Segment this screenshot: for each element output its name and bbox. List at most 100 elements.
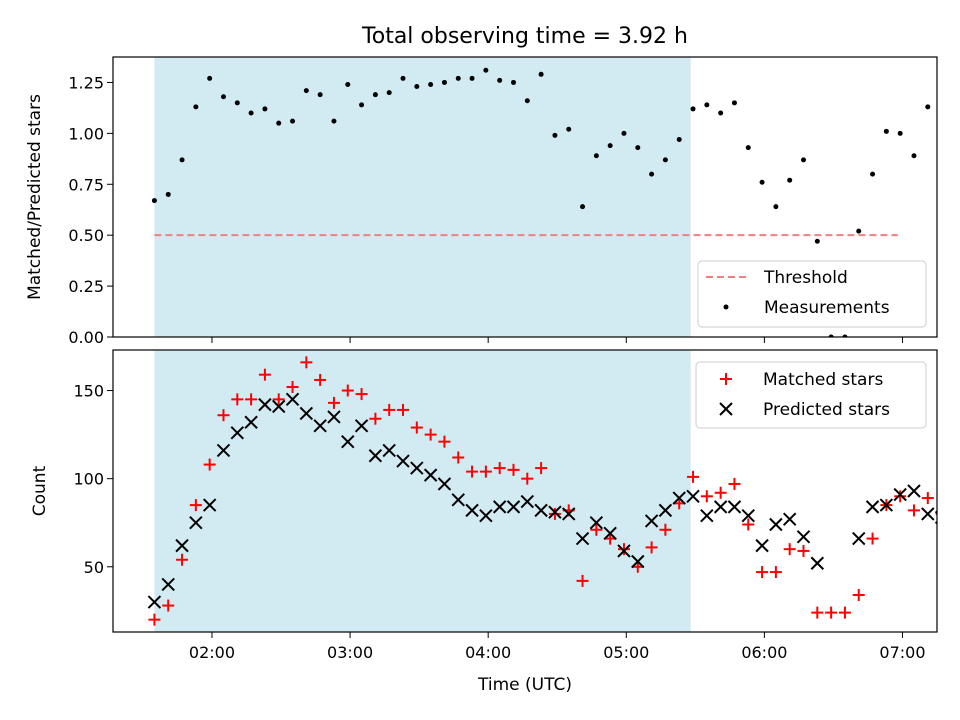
y-tick-label: 50 [84, 558, 104, 577]
y-tick-label: 0.50 [68, 226, 104, 245]
measurement-point [607, 143, 613, 149]
measurement-point [469, 75, 475, 81]
matched-star-point [245, 393, 258, 406]
bottom-legend-box [695, 361, 927, 429]
measurement-point [372, 92, 378, 98]
predicted-star-point [299, 406, 314, 421]
matched-star-point [300, 356, 313, 369]
measurement-point [345, 81, 351, 87]
predicted-star-point [879, 498, 894, 512]
predicted-star-point [244, 415, 258, 429]
predicted-star-point [410, 461, 424, 475]
measurement-point [911, 153, 917, 159]
predicted-star-point [782, 512, 797, 526]
predicted-star-point [631, 554, 645, 569]
measurement-point [303, 88, 309, 94]
predicted-legend-swatch [719, 402, 733, 416]
predicted-star-point [727, 500, 742, 514]
x-tick-label: 02:00 [189, 643, 235, 662]
y-tick-label: 100 [73, 470, 104, 489]
measurement-point [856, 228, 862, 234]
measurement-point [635, 145, 641, 151]
measurement-point [428, 81, 434, 87]
matched-star-point [548, 507, 561, 520]
matched-star-point [286, 381, 299, 394]
top-y-axis-label: Matched/Predicted stars [25, 94, 45, 300]
matched-star-point [825, 606, 838, 619]
predicted-star-point [825, 649, 837, 661]
measurement-point [814, 238, 820, 244]
matched-star-point [466, 465, 479, 478]
measurement-point [386, 90, 392, 96]
predicted-star-point [479, 508, 493, 523]
measurement-point [400, 75, 406, 81]
y-tick-label: 150 [73, 382, 104, 401]
matched-star-point [659, 523, 672, 536]
top-legend-box [697, 260, 927, 328]
measurement-point [925, 104, 931, 110]
matched-star-point [327, 396, 340, 409]
predicted-star-point [700, 508, 714, 523]
predicted-star-point [603, 526, 617, 541]
predicted-star-point [893, 487, 907, 502]
matched-star-point [894, 490, 907, 503]
top-panel: 0.00 0.25 0.50 0.75 1.00 1.25 Matched/Predict… [25, 56, 958, 347]
predicted-star-point [658, 503, 673, 518]
matched-star-point [949, 513, 960, 525]
measurement-point [538, 71, 544, 77]
predicted-star-point [810, 556, 825, 570]
y-tick-label: 1.00 [68, 124, 104, 143]
matched-star-point [176, 553, 189, 566]
bottom-y-axis-label: Count [30, 465, 50, 516]
matched-star-point [907, 504, 920, 517]
predicted-star-point [285, 392, 300, 407]
predicted-star-point [852, 531, 866, 546]
measurement-point [953, 115, 958, 120]
predicted-star-point [769, 517, 783, 532]
measurement-point [207, 75, 213, 81]
matched-star-point [369, 412, 382, 425]
matched-star-point [424, 428, 437, 441]
matched-star-point [742, 518, 755, 531]
top-axes-frame [112, 56, 938, 338]
measurement-point [276, 120, 282, 126]
matched-star-point [866, 532, 879, 545]
matched-star-point [189, 499, 202, 512]
measurement-point [290, 118, 296, 124]
predicted-star-point [230, 426, 244, 440]
x-tick-label: 05:00 [603, 643, 649, 662]
measurement-point [414, 84, 420, 90]
measurement-point [731, 100, 737, 106]
measurement-point [524, 98, 530, 104]
measurement-point [704, 102, 710, 108]
measurement-point [745, 145, 751, 151]
measurement-point [331, 118, 337, 124]
predicted-star-point [396, 454, 410, 468]
predicted-star-point [354, 419, 369, 433]
predicted-star-point [949, 522, 960, 534]
bottom-x-ticks: 02:00 03:00 04:00 05:00 06:00 07:00 [189, 632, 926, 662]
top-x-ticks [211, 337, 903, 343]
measurement-point [787, 177, 793, 183]
predicted-star-point [202, 498, 217, 512]
matched-star-point [921, 492, 934, 505]
matched-star-point [507, 463, 520, 476]
matched-star-point [383, 403, 396, 416]
predicted-star-point [161, 577, 175, 592]
predicted-star-point [534, 503, 548, 518]
measurement-point [566, 126, 572, 132]
predicted-star-point [272, 399, 286, 414]
y-tick-label: 0.00 [68, 328, 104, 347]
matched-star-point [769, 566, 782, 579]
threshold-legend-label: Threshold [763, 268, 848, 288]
matched-star-point [397, 403, 410, 416]
measurement-point [262, 106, 268, 112]
x-axis-label: Time (UTC) [477, 675, 572, 695]
matched-star-point [756, 566, 769, 579]
predicted-star-point [865, 500, 880, 514]
measurement-point [662, 157, 668, 163]
predicted-star-point [437, 477, 452, 491]
measurement-point [179, 157, 185, 163]
predicted-star-point [589, 516, 604, 530]
